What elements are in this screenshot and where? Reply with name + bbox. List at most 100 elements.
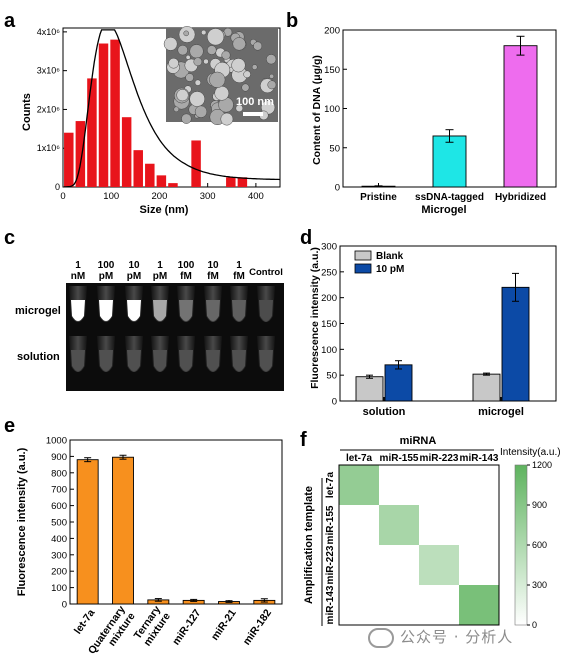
heatmap-cell	[379, 465, 419, 505]
sem-particle	[193, 57, 203, 67]
heatmap-column-label: let-7a	[346, 453, 373, 464]
legend-label-10pm: 10 pM	[376, 264, 404, 275]
x-category-label: Hybridized	[495, 192, 546, 203]
x-category-label: let-7a	[72, 607, 98, 636]
colorbar-label: Intensity(a.u.)	[500, 447, 561, 458]
y-tick-label: 50	[326, 371, 337, 382]
y-tick-label: 100	[324, 104, 340, 115]
histogram-bar	[110, 39, 120, 187]
sem-particle	[231, 58, 246, 73]
concentration-value: 10	[207, 260, 219, 271]
row-label-solution: solution	[17, 351, 60, 363]
concentration-value: 100	[178, 260, 195, 271]
concentration-value: 100	[98, 260, 115, 271]
sem-inset-image: 100 nm	[163, 26, 278, 126]
tube-fluorescence	[71, 350, 85, 371]
y-tick-label: 900	[51, 452, 67, 463]
panel-a-ylabel: Counts	[21, 93, 33, 131]
bar	[112, 456, 134, 605]
panel-label-f: f	[300, 429, 307, 451]
heatmap-cell	[459, 545, 499, 585]
y-tick-label: 150	[321, 319, 337, 330]
sem-particle	[194, 105, 208, 118]
histogram-bar	[133, 150, 143, 187]
plot-frame	[69, 439, 283, 605]
sem-particle	[194, 79, 201, 86]
sem-particle	[266, 54, 277, 65]
heatmap-cell	[419, 545, 459, 585]
panel-label-c: c	[4, 227, 15, 249]
sem-particle	[183, 30, 189, 37]
sem-particle	[243, 70, 251, 79]
panel-label-b: b	[286, 10, 298, 32]
sem-particle	[269, 73, 275, 79]
sem-particle	[189, 44, 204, 59]
panel-e-axes: 0 100 200 300 400 500 600 700 800 900 1000	[46, 436, 283, 611]
colorbar-tick-label: 900	[532, 500, 547, 510]
panel-label-e: e	[4, 415, 15, 437]
x-category-label: solution	[363, 406, 406, 418]
legend-label-blank: Blank	[376, 251, 404, 262]
tube-fluorescence	[153, 350, 167, 371]
x-tick-label: 200	[152, 191, 168, 202]
sem-particle	[220, 112, 234, 126]
y-tick-label: 150	[324, 65, 340, 76]
colorbar-tick-label: 1200	[532, 460, 552, 470]
panel-e: e 0 100 200 300 400 500 600 700 800 900 1000 let-7…	[4, 415, 283, 656]
y-tick-label: 400	[51, 534, 67, 545]
heatmap-cell	[419, 585, 459, 625]
y-tick-label: 3x10⁶	[37, 66, 61, 76]
concentration-unit: fM	[233, 271, 245, 282]
y-tick-label: 200	[321, 293, 337, 304]
panel-b-xlabel: Microgel	[421, 204, 466, 216]
colorbar-tick-label: 600	[532, 540, 547, 550]
panel-label-a: a	[4, 10, 16, 32]
panel-d: d 0 50 100 150 200 250 300 solution microgel Bla…	[300, 227, 557, 418]
histogram-bar	[98, 43, 109, 188]
concentration-value: 1	[236, 260, 242, 271]
panel-b-bars	[361, 35, 538, 188]
panel-label-d: d	[300, 227, 312, 249]
tube-fluorescence	[127, 300, 141, 321]
x-tick-label: 300	[200, 191, 216, 202]
panel-d-legend: Blank 10 pM	[354, 250, 404, 275]
x-category-label: Ternarymixture	[132, 604, 174, 649]
concentration-value: 1	[75, 260, 81, 271]
y-tick-label: 200	[51, 567, 67, 578]
sem-particle	[232, 37, 246, 51]
bar	[503, 45, 538, 188]
y-tick-label: 50	[329, 143, 340, 154]
panel-b: b 0 50 100 150 200 Pristine ssDNA-tagged Hybrid…	[286, 10, 557, 216]
sem-particle	[181, 113, 192, 124]
heatmap-cell	[339, 585, 379, 625]
legend-swatch-blank	[354, 250, 372, 261]
x-category-line: miR-127	[170, 607, 203, 647]
tube-fluorescence	[99, 350, 113, 371]
y-tick-label: 0	[332, 397, 337, 408]
x-category-label: miR-182	[241, 607, 274, 647]
histogram-bar	[191, 140, 201, 187]
sem-particle	[201, 29, 207, 36]
lognormal-fit-curve	[64, 29, 280, 188]
heatmap-row-label: miR-143	[325, 585, 336, 624]
panel-f: f miRNA let-7a miR-155 miR-223 miR-143 let-…	[300, 429, 561, 630]
heatmap-cell	[339, 465, 379, 505]
panel-e-bars	[76, 454, 276, 605]
heatmap-frame	[338, 464, 500, 626]
y-tick-label: 600	[51, 501, 67, 512]
concentration-unit: nM	[71, 271, 85, 282]
histogram-bar	[145, 163, 155, 187]
heatmap-cell	[419, 505, 459, 545]
row-label-microgel: microgel	[15, 305, 61, 317]
y-tick-label: 100	[321, 345, 337, 356]
colorbar-tick-label: 300	[532, 580, 547, 590]
heatmap-cell	[379, 505, 419, 545]
heatmap-cell	[339, 505, 379, 545]
x-tick-label: 100	[103, 191, 119, 202]
heatmap-cell	[379, 545, 419, 585]
tube-fluorescence	[259, 300, 273, 321]
tube-images	[69, 286, 275, 372]
sem-particle	[214, 85, 230, 101]
